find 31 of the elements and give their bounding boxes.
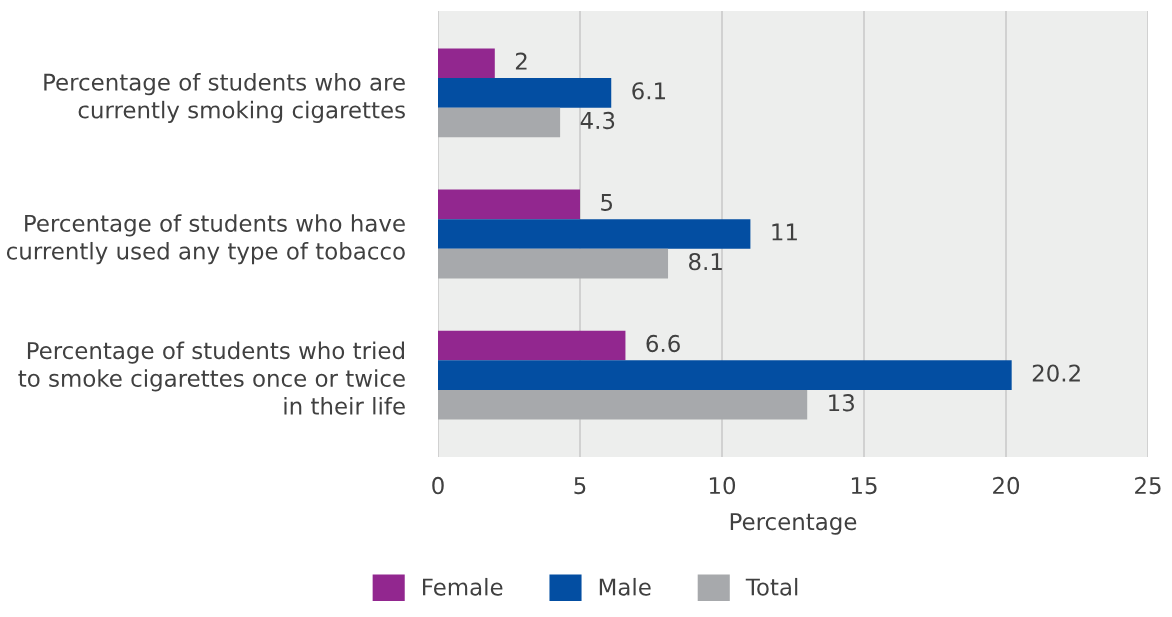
x-tick-label: 20 bbox=[993, 476, 1020, 495]
bar bbox=[438, 330, 626, 361]
data-label: 5 bbox=[601, 193, 613, 212]
bar bbox=[438, 189, 580, 220]
bar bbox=[438, 360, 1012, 390]
bar bbox=[438, 78, 612, 108]
data-label: 4.3 bbox=[580, 111, 615, 130]
data-label: 8.1 bbox=[689, 252, 722, 271]
y-tick-label: Percentage of students who are currently smoking cigarettes bbox=[44, 73, 405, 123]
data-label: 6.6 bbox=[646, 334, 680, 353]
x-tick-label: 25 bbox=[1135, 476, 1161, 495]
bar bbox=[438, 219, 751, 249]
legend-label: Female bbox=[423, 577, 503, 596]
y-tick-label: Percentage of students who have currently used any type of tobacco bbox=[6, 214, 405, 265]
legend-label: Male bbox=[599, 577, 651, 596]
bar bbox=[438, 248, 669, 279]
bar bbox=[438, 389, 808, 420]
data-label: 11 bbox=[772, 223, 797, 241]
data-label: 13 bbox=[829, 394, 854, 412]
y-tick-label: Percentage of students who tried to smoke cigarettes once or twice in their life bbox=[18, 341, 405, 415]
x-tick-label: 0 bbox=[432, 476, 444, 495]
x-tick-label: 10 bbox=[709, 476, 736, 495]
data-label: 20.2 bbox=[1032, 364, 1080, 382]
bar bbox=[438, 48, 495, 79]
data-label: 2 bbox=[515, 52, 527, 70]
x-tick-label: 5 bbox=[574, 477, 586, 495]
bar bbox=[438, 107, 561, 138]
data-label: 6.1 bbox=[632, 82, 666, 100]
x-axis-title: Percentage bbox=[730, 513, 857, 535]
legend-label: Total bbox=[745, 577, 798, 596]
x-tick-label: 15 bbox=[851, 477, 877, 495]
